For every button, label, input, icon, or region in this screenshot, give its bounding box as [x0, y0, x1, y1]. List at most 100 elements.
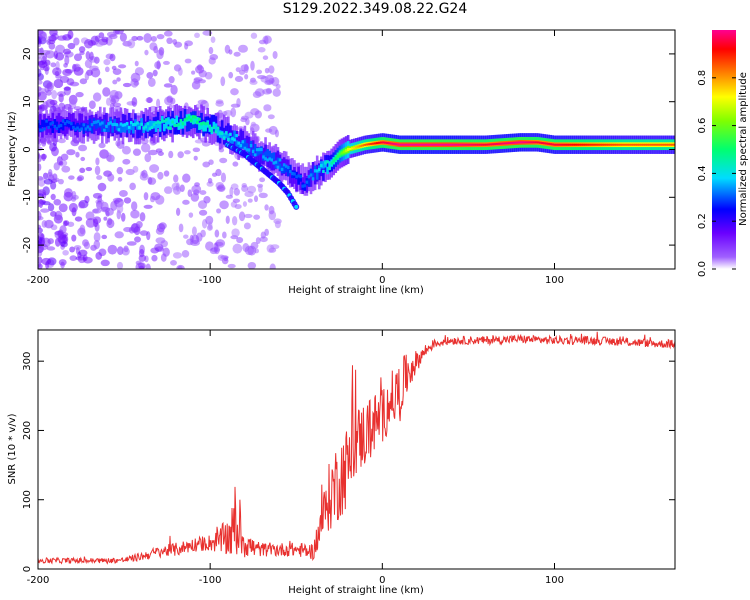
- ridge-mark: [266, 148, 269, 157]
- noise-blob: [215, 100, 224, 107]
- ridge-mark: [656, 143, 660, 146]
- ridge-mark: [644, 143, 647, 146]
- ridge-mark: [530, 141, 534, 144]
- ridge-mark: [415, 143, 418, 146]
- ridge-mark: [419, 143, 422, 146]
- noise-blob: [275, 84, 281, 89]
- ridge-mark: [107, 122, 110, 126]
- noise-blob: [163, 83, 173, 88]
- noise-blob: [114, 231, 124, 239]
- noise-blob: [188, 212, 194, 218]
- ridge-mark: [413, 143, 416, 146]
- noise-blob: [149, 164, 160, 173]
- noise-blob: [232, 243, 243, 254]
- ridge-mark: [237, 141, 240, 145]
- noise-blob: [46, 39, 51, 45]
- ridge-mark: [334, 156, 338, 161]
- ridge-mark: [439, 143, 443, 146]
- ridge-mark: [636, 143, 639, 146]
- noise-blob: [201, 140, 211, 147]
- noise-blob: [74, 216, 83, 222]
- noise-blob: [53, 177, 60, 182]
- ridge-mark: [311, 162, 315, 179]
- ridge-mark: [291, 172, 294, 176]
- ridge-mark: [105, 112, 108, 130]
- x-tick-label: -200: [27, 575, 50, 586]
- noise-blob: [234, 204, 242, 210]
- ridge-mark: [200, 112, 203, 130]
- noise-blob: [202, 161, 211, 168]
- ridge-mark: [39, 113, 42, 131]
- ridge-mark: [309, 168, 313, 176]
- ridge-mark: [47, 125, 50, 130]
- noise-blob: [216, 208, 222, 214]
- ridge-mark: [140, 122, 143, 126]
- ridge-mark: [536, 141, 540, 144]
- ridge-mark: [466, 143, 470, 146]
- noise-blob: [244, 73, 249, 80]
- ridge-mark: [169, 126, 172, 130]
- ridge-mark: [57, 113, 61, 130]
- colorbar-label: Normalized spectral amplitude: [738, 72, 749, 226]
- noise-blob: [257, 74, 267, 80]
- noise-blob: [112, 197, 123, 203]
- ridge-mark: [551, 143, 555, 146]
- noise-blob: [253, 214, 261, 220]
- noise-blob: [258, 192, 268, 199]
- noise-blob: [222, 231, 227, 239]
- noise-blob: [250, 108, 260, 116]
- noise-blob: [78, 46, 86, 53]
- ridge-mark: [615, 143, 619, 146]
- noise-blob: [214, 229, 220, 238]
- noise-blob: [79, 167, 86, 174]
- ridge-mark: [541, 141, 544, 145]
- ridge-mark: [247, 136, 251, 154]
- ridge-mark: [512, 141, 515, 144]
- ridge-mark: [158, 124, 162, 132]
- noise-blob: [107, 244, 118, 255]
- noise-blob: [104, 66, 110, 73]
- noise-blob: [177, 151, 184, 159]
- ridge-mark: [165, 121, 168, 129]
- ridge-mark: [49, 122, 52, 126]
- ridge-mark: [342, 150, 346, 154]
- ridge-mark: [156, 111, 160, 129]
- ridge-mark: [45, 118, 48, 135]
- ridge-mark: [200, 122, 203, 126]
- ridge-mark: [278, 163, 282, 171]
- noise-blob: [132, 165, 139, 173]
- ridge-mark: [578, 143, 581, 146]
- noise-blob: [122, 158, 131, 165]
- ridge-mark: [194, 115, 197, 119]
- noise-blob: [182, 199, 190, 205]
- noise-blob: [71, 234, 77, 242]
- noise-blob: [92, 216, 102, 224]
- noise-blob: [144, 49, 149, 56]
- ridge-mark: [313, 165, 317, 173]
- noise-blob: [206, 181, 214, 187]
- ridge-mark: [196, 120, 199, 124]
- noise-blob: [69, 255, 78, 262]
- ridge-mark: [55, 121, 59, 129]
- ridge-mark: [210, 114, 214, 132]
- ridge-mark: [526, 141, 530, 144]
- ridge-mark: [258, 147, 261, 165]
- ridge-mark: [57, 124, 61, 128]
- ridge-mark: [313, 169, 317, 173]
- noise-blob: [58, 93, 64, 103]
- ridge-mark: [268, 150, 271, 159]
- snr-ylabel: SNR (10 * v/v): [7, 413, 18, 484]
- noise-blob: [118, 190, 128, 197]
- noise-blob: [219, 200, 229, 210]
- noise-blob: [199, 190, 207, 195]
- noise-blob: [64, 55, 70, 66]
- ridge-mark: [262, 155, 265, 159]
- noise-blob: [132, 148, 141, 156]
- noise-blob: [145, 97, 154, 103]
- ridge-mark: [660, 143, 664, 146]
- noise-blob: [95, 42, 104, 47]
- noise-blob: [48, 42, 56, 50]
- ridge-mark: [227, 137, 230, 142]
- noise-blob: [147, 77, 156, 88]
